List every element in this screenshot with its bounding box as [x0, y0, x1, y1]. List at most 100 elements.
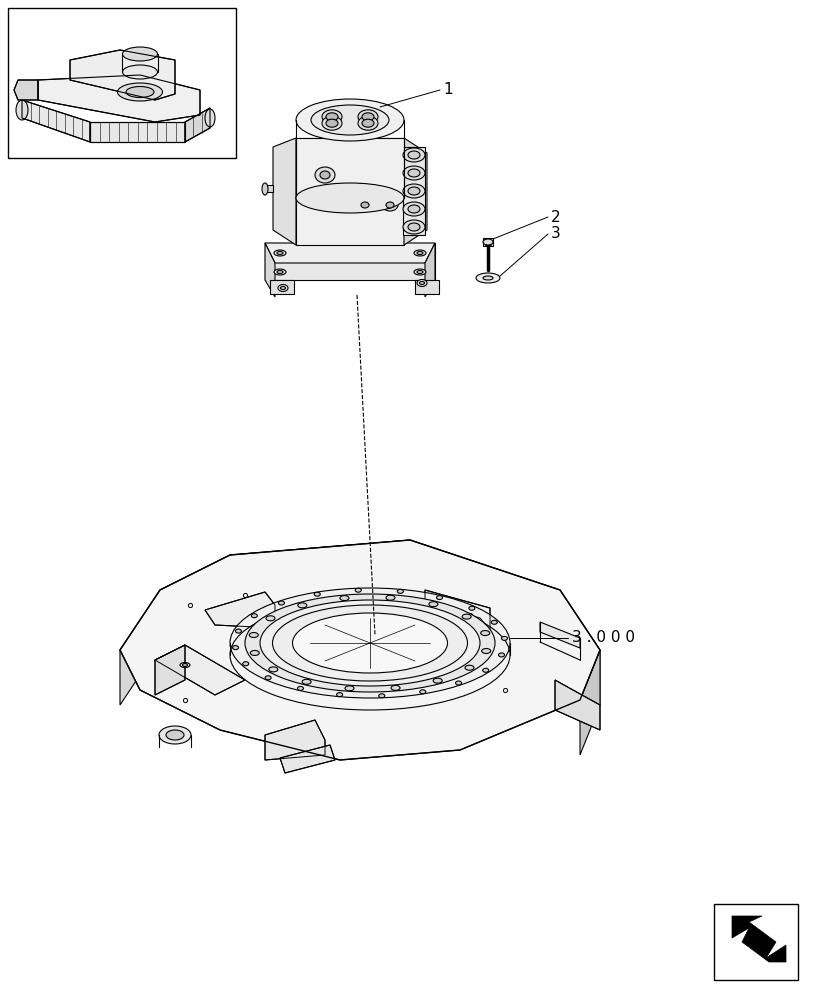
- Ellipse shape: [408, 169, 420, 177]
- Polygon shape: [415, 280, 439, 294]
- Ellipse shape: [403, 148, 425, 162]
- Ellipse shape: [298, 686, 304, 690]
- Ellipse shape: [417, 251, 423, 254]
- Polygon shape: [425, 590, 490, 630]
- Ellipse shape: [296, 183, 404, 213]
- Ellipse shape: [419, 282, 424, 284]
- Polygon shape: [265, 243, 275, 297]
- Text: 3: 3: [551, 227, 561, 241]
- Ellipse shape: [298, 603, 307, 608]
- Polygon shape: [265, 185, 273, 192]
- Ellipse shape: [433, 678, 442, 683]
- Polygon shape: [540, 622, 580, 648]
- Polygon shape: [70, 50, 175, 100]
- Polygon shape: [296, 138, 404, 245]
- Ellipse shape: [322, 110, 342, 124]
- Ellipse shape: [278, 284, 288, 292]
- Ellipse shape: [358, 116, 378, 130]
- Ellipse shape: [403, 166, 425, 180]
- Text: 3 . 0 0 0: 3 . 0 0 0: [572, 631, 635, 646]
- Ellipse shape: [322, 116, 342, 130]
- Ellipse shape: [311, 105, 389, 135]
- Ellipse shape: [386, 595, 395, 600]
- Ellipse shape: [266, 616, 275, 621]
- Polygon shape: [265, 720, 325, 760]
- Ellipse shape: [262, 183, 268, 195]
- Ellipse shape: [292, 613, 447, 673]
- Ellipse shape: [315, 167, 335, 183]
- Polygon shape: [555, 680, 600, 730]
- Text: 1: 1: [443, 83, 453, 98]
- Ellipse shape: [465, 665, 474, 670]
- Ellipse shape: [122, 65, 157, 79]
- Polygon shape: [425, 243, 435, 297]
- Polygon shape: [155, 645, 185, 695]
- Ellipse shape: [326, 119, 338, 127]
- Polygon shape: [205, 592, 275, 628]
- Ellipse shape: [159, 726, 191, 744]
- Ellipse shape: [403, 220, 425, 234]
- Polygon shape: [273, 138, 296, 245]
- Ellipse shape: [16, 100, 28, 120]
- Bar: [8, 8, 236, 158]
- Ellipse shape: [277, 270, 283, 273]
- Ellipse shape: [403, 202, 425, 216]
- Ellipse shape: [242, 662, 249, 666]
- Polygon shape: [404, 138, 427, 245]
- Ellipse shape: [408, 151, 420, 159]
- Ellipse shape: [469, 606, 475, 610]
- Polygon shape: [185, 108, 210, 142]
- Ellipse shape: [314, 592, 320, 596]
- Polygon shape: [270, 280, 294, 294]
- Ellipse shape: [408, 187, 420, 195]
- Ellipse shape: [268, 667, 277, 672]
- Ellipse shape: [320, 171, 330, 179]
- Polygon shape: [22, 100, 90, 142]
- Ellipse shape: [414, 250, 426, 256]
- Polygon shape: [560, 590, 600, 705]
- Polygon shape: [160, 540, 560, 645]
- Ellipse shape: [265, 676, 271, 680]
- Ellipse shape: [118, 83, 162, 101]
- Polygon shape: [38, 75, 200, 122]
- Polygon shape: [280, 745, 335, 773]
- Ellipse shape: [397, 589, 403, 593]
- Ellipse shape: [414, 269, 426, 275]
- Polygon shape: [732, 916, 786, 962]
- Polygon shape: [90, 122, 185, 142]
- Ellipse shape: [481, 648, 490, 653]
- Ellipse shape: [326, 113, 338, 121]
- Ellipse shape: [166, 730, 184, 740]
- Ellipse shape: [483, 239, 493, 245]
- Ellipse shape: [379, 694, 385, 698]
- Ellipse shape: [281, 286, 286, 290]
- Ellipse shape: [502, 636, 508, 640]
- Polygon shape: [14, 80, 38, 100]
- Ellipse shape: [483, 668, 489, 672]
- Ellipse shape: [419, 690, 426, 694]
- Ellipse shape: [126, 87, 154, 98]
- Polygon shape: [265, 243, 435, 280]
- Ellipse shape: [251, 614, 257, 618]
- Ellipse shape: [408, 223, 420, 231]
- Ellipse shape: [483, 276, 493, 280]
- Ellipse shape: [408, 205, 420, 213]
- Ellipse shape: [358, 110, 378, 124]
- Ellipse shape: [277, 251, 283, 254]
- Polygon shape: [120, 590, 160, 705]
- Ellipse shape: [230, 588, 510, 698]
- Ellipse shape: [122, 47, 157, 61]
- Ellipse shape: [180, 662, 190, 668]
- Text: 2: 2: [551, 210, 561, 225]
- Ellipse shape: [481, 631, 490, 636]
- Ellipse shape: [337, 693, 343, 697]
- Ellipse shape: [386, 202, 394, 208]
- Ellipse shape: [362, 113, 374, 121]
- Ellipse shape: [274, 250, 286, 256]
- Ellipse shape: [233, 646, 238, 650]
- Ellipse shape: [250, 633, 259, 638]
- Ellipse shape: [302, 679, 311, 684]
- Ellipse shape: [260, 600, 480, 686]
- Ellipse shape: [362, 119, 374, 127]
- Ellipse shape: [455, 681, 462, 685]
